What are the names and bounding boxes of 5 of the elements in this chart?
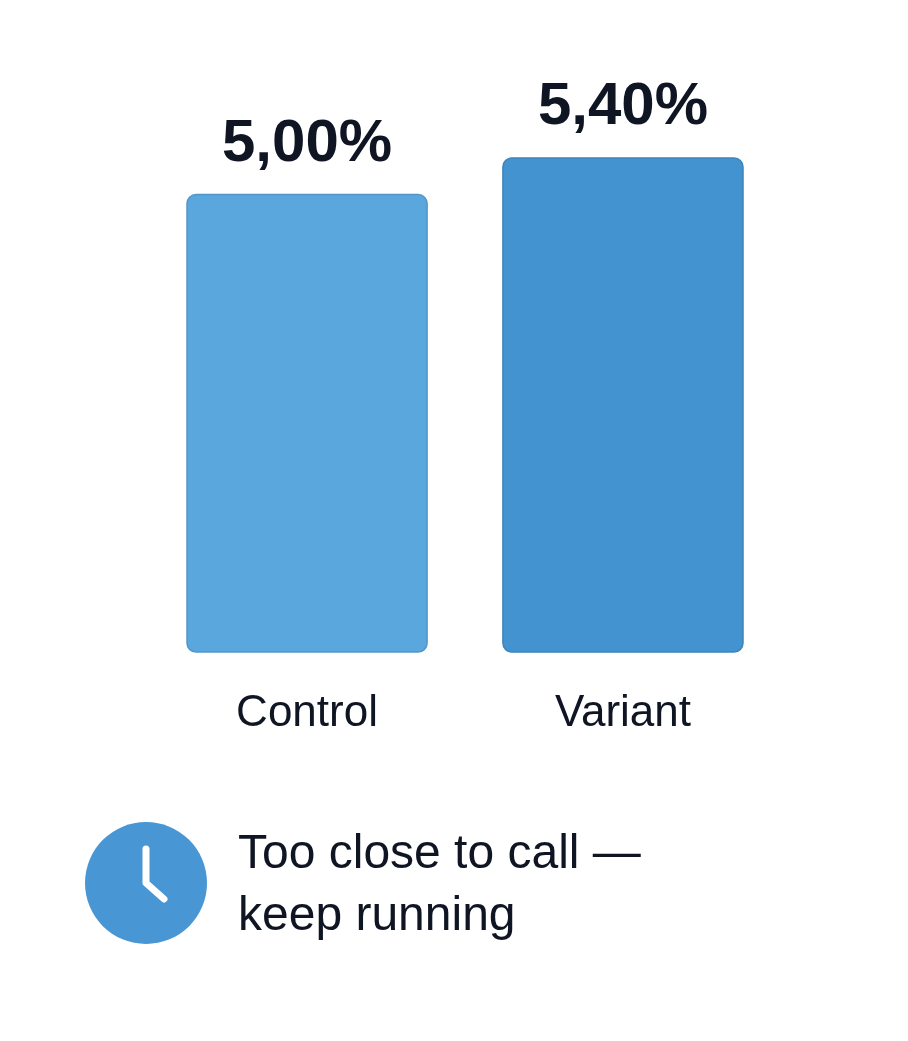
x-tick-label: Control — [236, 686, 378, 735]
text: Too close to call — keep running — [238, 825, 641, 940]
data-label: 5,00% — [221, 106, 393, 174]
x-tick-label: Variant — [554, 686, 692, 735]
data-label: 5,40% — [537, 70, 709, 137]
